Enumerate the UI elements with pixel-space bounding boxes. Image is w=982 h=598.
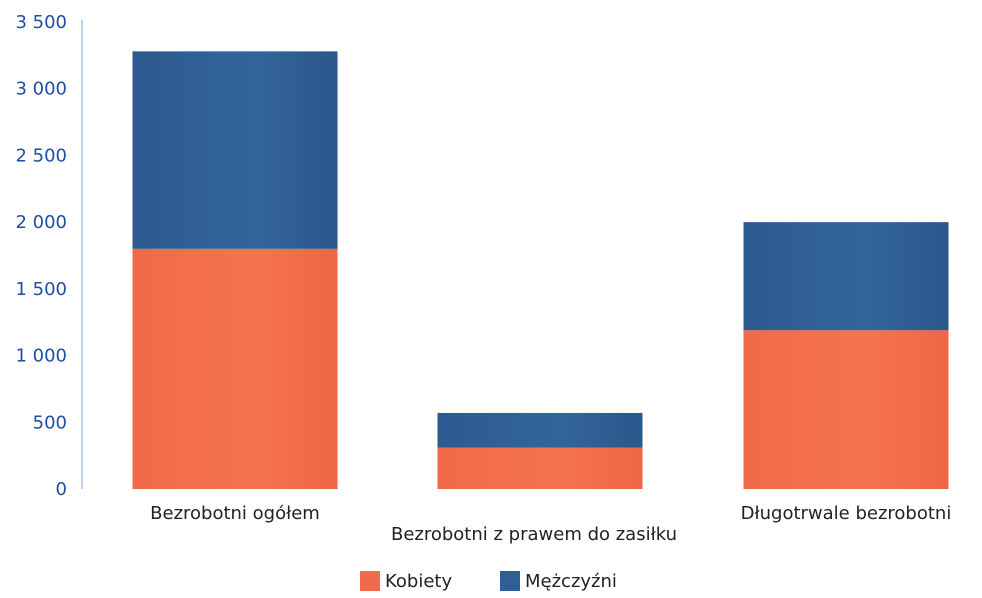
y-tick-label: 0 [56,479,67,500]
legend: Kobiety Mężczyźni [360,571,617,592]
bars [132,51,949,489]
y-tick-label: 500 [33,412,67,433]
bar-segment-mezczyzni [132,51,338,249]
y-tick-label: 2 500 [15,145,67,166]
y-tick-label: 3 000 [15,79,67,100]
y-axis: 0 500 1 000 1 500 2 000 2 500 3 000 3 500 [15,12,83,500]
y-tick-label: 2 000 [15,212,67,233]
legend-swatch-kobiety [360,571,380,591]
legend-swatch-mezczyzni [500,571,520,591]
y-tick-label: 1 000 [15,346,67,367]
y-tick-label: 1 500 [15,279,67,300]
x-category-label: Bezrobotni z prawem do zasiłku [391,524,677,545]
bar-segment-kobiety [743,330,949,489]
bar-segment-mezczyzni [743,222,949,331]
bar-segment-kobiety [437,447,643,489]
x-axis-labels: Bezrobotni ogółem Bezrobotni z prawem do … [150,503,951,545]
bar-segment-kobiety [132,248,338,489]
legend-label: Kobiety [385,571,452,592]
legend-label: Mężczyźni [525,571,617,592]
bar-segment-mezczyzni [437,412,643,448]
x-category-label: Długotrwale bezrobotni [741,503,952,524]
y-tick-label: 3 500 [15,12,67,33]
x-category-label: Bezrobotni ogółem [150,503,320,524]
